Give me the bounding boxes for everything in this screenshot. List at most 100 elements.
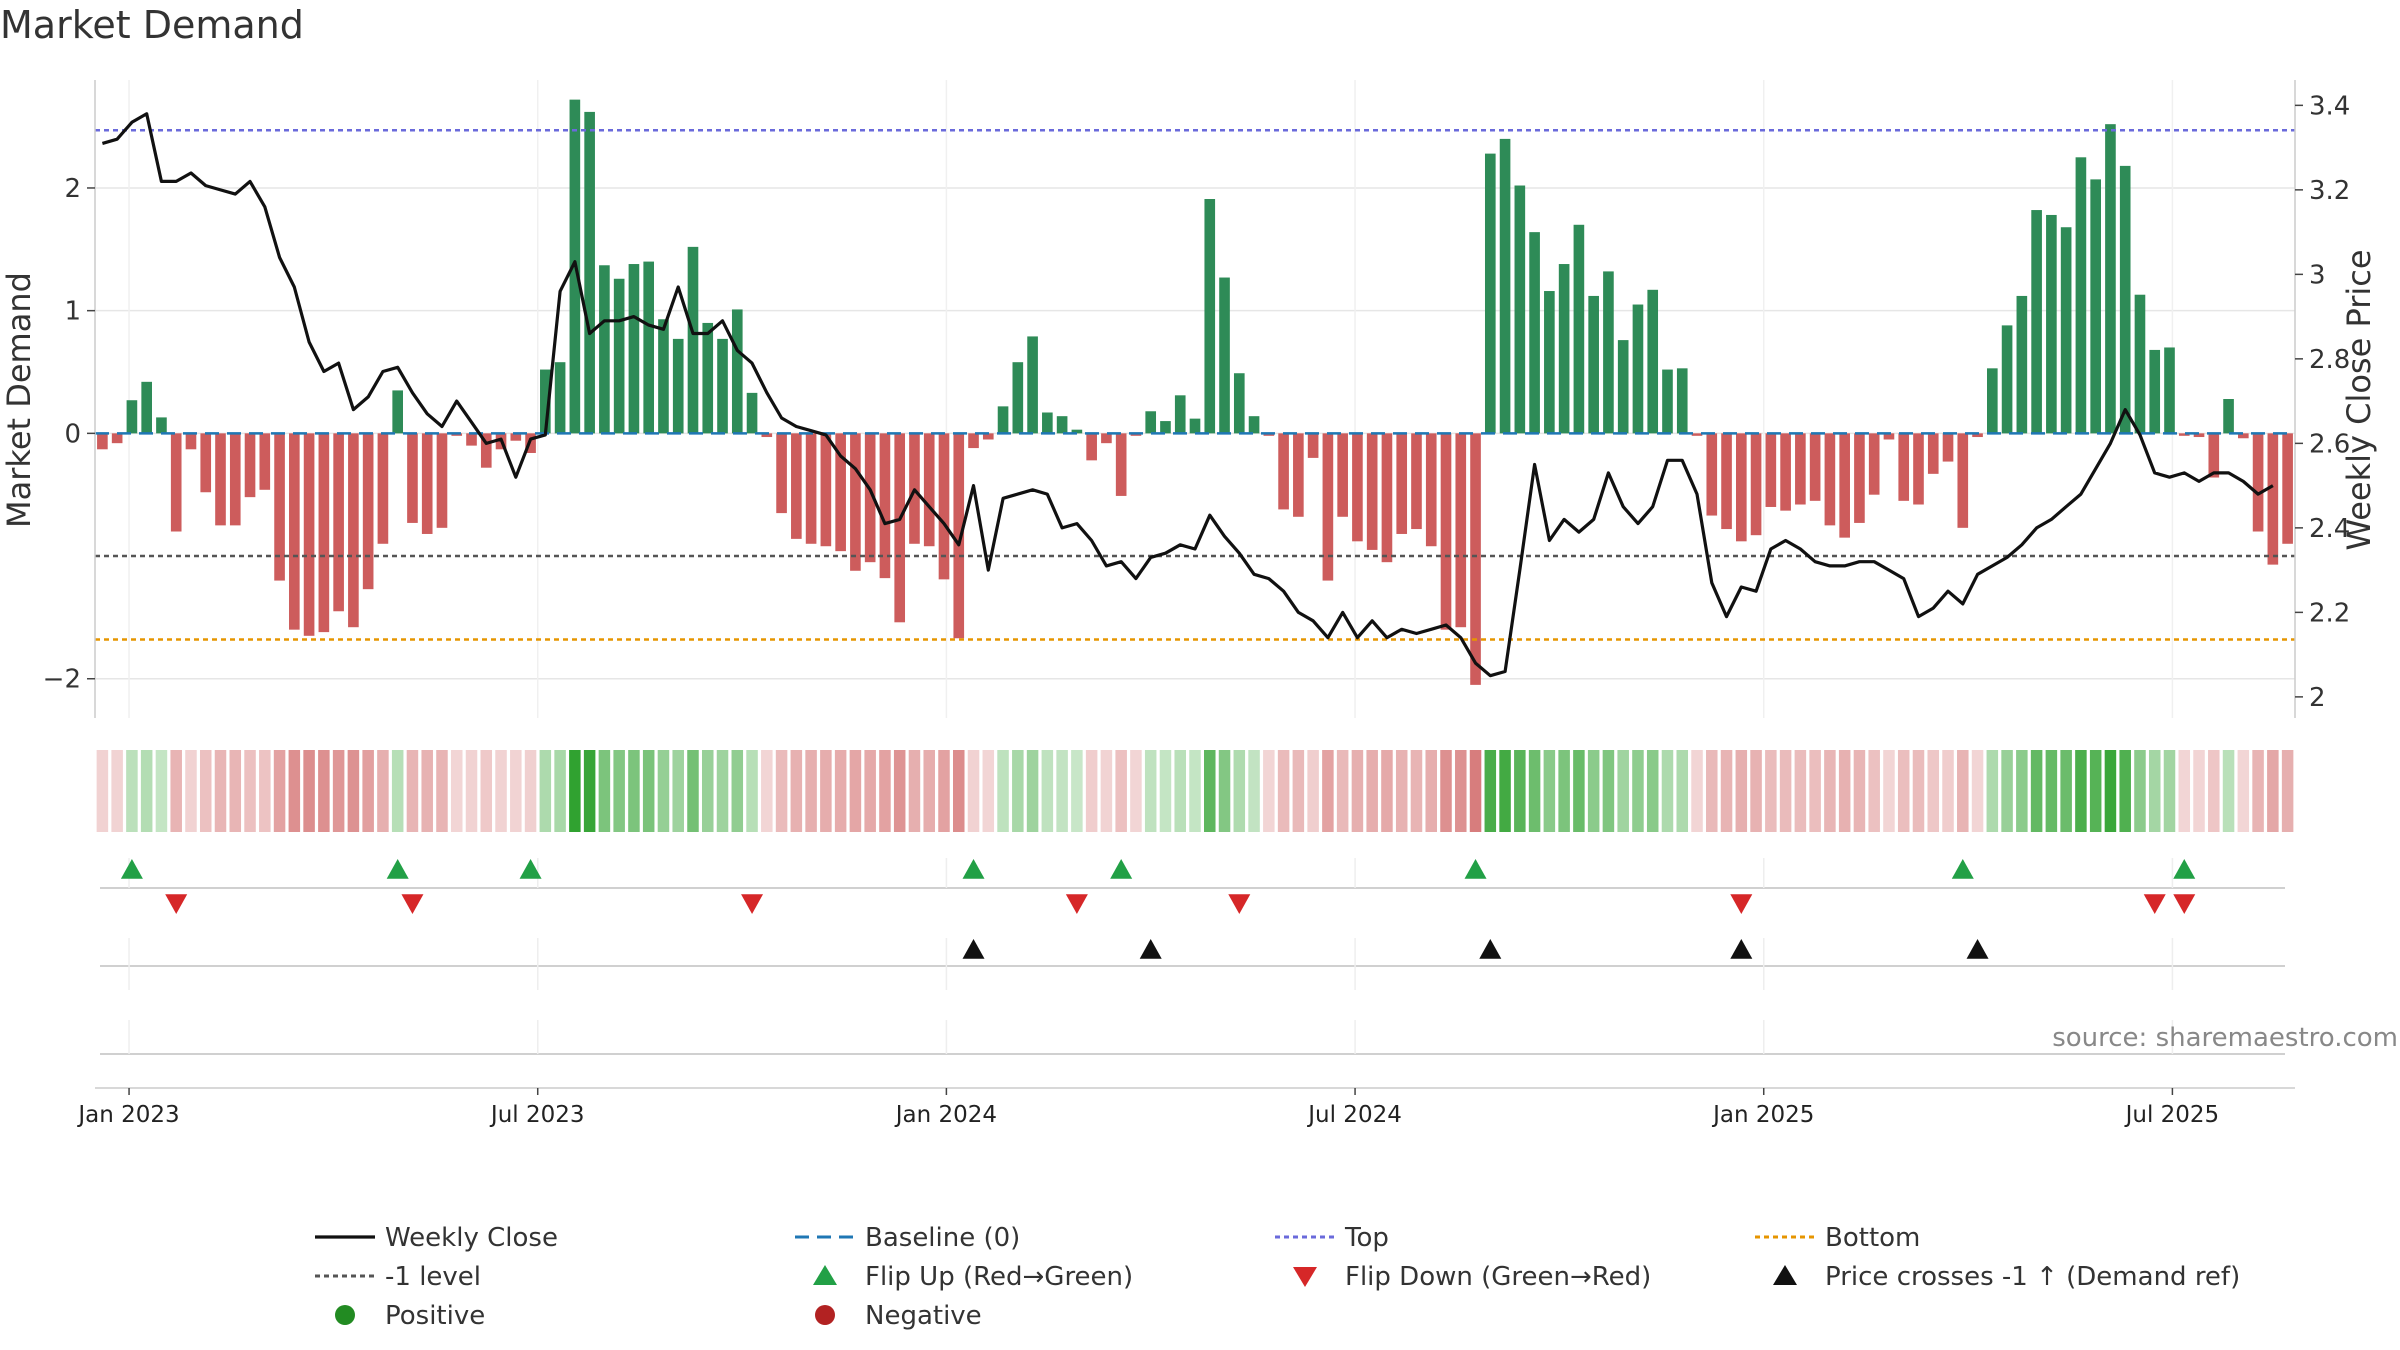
x-tick-label: Jul 2023 [489, 1102, 585, 1128]
heat-cell [1617, 750, 1629, 832]
flip-up-marker [120, 859, 143, 879]
heat-cell [1971, 750, 1984, 832]
heat-cell [391, 750, 404, 832]
demand-bar [407, 433, 418, 523]
demand-bar [761, 433, 773, 438]
demand-bar [1366, 433, 1378, 550]
heat-cell [1056, 750, 1068, 832]
y2-tick-label: 3.2 [2309, 176, 2350, 206]
heat-cell [96, 750, 109, 832]
demand-bar [1086, 433, 1097, 461]
heat-cell [1735, 750, 1748, 832]
price-cross-marker [1479, 939, 1502, 959]
heat-cell [2208, 750, 2220, 832]
demand-bar [938, 433, 950, 580]
price-cross-marker [1966, 939, 1989, 959]
heat-cell [1720, 750, 1733, 832]
demand-bar [170, 433, 182, 532]
heat-cell [1130, 750, 1142, 832]
demand-bar [1455, 433, 1467, 628]
flip-up-marker [1464, 859, 1487, 879]
demand-bar [1868, 433, 1880, 495]
heat-cell [569, 750, 581, 832]
demand-bar [613, 278, 625, 434]
demand-bar [2267, 433, 2279, 565]
demand-bar [717, 338, 728, 434]
heat-cell [2104, 750, 2117, 832]
demand-bar [318, 433, 330, 633]
demand-bar [2238, 433, 2249, 439]
demand-bar [791, 433, 802, 539]
heat-cell [982, 750, 995, 832]
legend-swatch [815, 1305, 835, 1325]
heat-cell [303, 750, 315, 832]
heat-cell [1765, 750, 1777, 832]
flip-up-marker [386, 859, 409, 879]
heat-cell [1307, 750, 1319, 832]
heat-cell [450, 750, 463, 832]
heat-cell [1159, 750, 1172, 832]
heat-cell [1957, 750, 1969, 832]
legend-label: Price crosses -1 ↑ (Demand ref) [1825, 1262, 2240, 1292]
heat-cell [480, 750, 493, 832]
demand-bar [1425, 433, 1437, 547]
demand-bar [1071, 429, 1083, 434]
legend-swatch [1773, 1265, 1797, 1285]
heat-cell [111, 750, 123, 832]
demand-bar [274, 433, 285, 581]
heat-cell [746, 750, 758, 832]
heat-cell [1750, 750, 1762, 832]
demand-bar [333, 433, 344, 612]
weekly-close-line [101, 112, 2274, 678]
demand-bar [1204, 199, 1216, 434]
demand-bar [776, 433, 787, 514]
heat-cell [1514, 750, 1526, 832]
y2-tick-label: 3.4 [2309, 91, 2350, 121]
y-tick-label: 1 [64, 297, 81, 327]
demand-bar [1632, 304, 1644, 434]
flip-up-marker [962, 859, 985, 879]
demand-bar [1233, 373, 1245, 434]
demand-bar [1307, 433, 1319, 458]
legend-label: Baseline (0) [865, 1223, 1020, 1253]
x-tick-label: Jan 2024 [894, 1102, 997, 1128]
heat-cell [1085, 750, 1098, 832]
demand-bar [702, 322, 714, 434]
heat-cell [1277, 750, 1290, 832]
heat-cell [126, 750, 138, 832]
legend-item-minus-one: -1 level [315, 1262, 481, 1292]
demand-bar [2208, 433, 2220, 478]
heat-cell [1174, 750, 1186, 832]
demand-bar [1824, 433, 1836, 526]
demand-bar [421, 433, 433, 534]
demand-bar [377, 433, 389, 544]
flip-down-marker [2173, 894, 2196, 914]
demand-bar [894, 433, 906, 623]
heat-cell [775, 750, 788, 832]
demand-bar [1056, 416, 1068, 434]
demand-bar [1322, 433, 1334, 581]
heat-cell [1381, 750, 1393, 832]
heat-cell [1100, 750, 1113, 832]
heat-cell [1233, 750, 1246, 832]
heat-cell [1204, 750, 1216, 832]
heat-cell [140, 750, 153, 832]
heat-cell [716, 750, 729, 832]
flip-down-marker [1228, 894, 1251, 914]
demand-bar [392, 390, 403, 434]
heat-cell [1897, 750, 1910, 832]
demand-bar [436, 433, 448, 528]
demand-bar [2105, 124, 2116, 434]
legend-item-flip-up: Flip Up (Red→Green) [813, 1262, 1133, 1292]
demand-bar [1189, 418, 1201, 434]
heat-cell [908, 750, 921, 832]
reference-lines [95, 129, 2295, 641]
heat-cell [1838, 750, 1851, 832]
demand-bar [1972, 433, 1983, 438]
heat-cell [2252, 750, 2264, 832]
demand-bar [1987, 368, 1998, 434]
heat-cell [170, 750, 182, 832]
grid-lines [95, 80, 2295, 718]
demand-bar [1101, 433, 1112, 444]
demand-bar [1027, 336, 1038, 434]
